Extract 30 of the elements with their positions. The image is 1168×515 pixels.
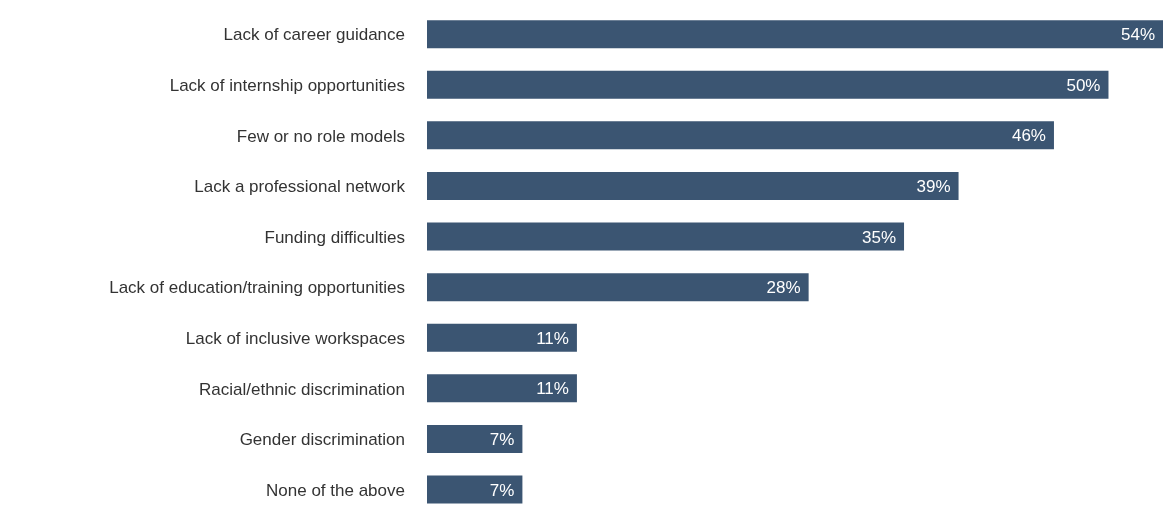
bar: [427, 374, 577, 403]
data-label: 7%: [489, 429, 515, 449]
bar: [427, 424, 523, 453]
bar: [427, 20, 1163, 49]
y-tick-label: Racial/ethnic discrimination: [199, 379, 405, 399]
y-tick-label: Lack of career guidance: [223, 25, 405, 45]
bar: [427, 121, 1054, 150]
bar: [427, 323, 577, 352]
data-label: 35%: [862, 227, 897, 247]
y-tick-label: Funding difficulties: [264, 227, 405, 247]
data-label: 11%: [536, 328, 569, 348]
data-label: 28%: [766, 278, 801, 298]
y-tick-label: None of the above: [266, 480, 405, 500]
bar: [427, 70, 1109, 99]
data-label: 50%: [1066, 75, 1101, 95]
bar: [427, 475, 523, 504]
bar: [427, 222, 905, 251]
y-tick-label: Lack of inclusive workspaces: [185, 328, 405, 348]
y-tick-label: Lack of education/training opportunities: [109, 278, 405, 298]
bar: [427, 171, 959, 200]
data-label: 11%: [536, 379, 569, 399]
bar: [427, 273, 809, 302]
data-label: 7%: [489, 480, 515, 500]
y-tick-label: Gender discrimination: [239, 430, 405, 450]
y-tick-label: Few or no role models: [236, 126, 405, 146]
y-tick-label: Lack of internship opportunities: [169, 75, 405, 95]
y-tick-label: Lack a professional network: [194, 177, 406, 197]
data-label: 54%: [1120, 25, 1155, 45]
data-label: 39%: [916, 176, 951, 196]
data-label: 46%: [1011, 126, 1046, 146]
